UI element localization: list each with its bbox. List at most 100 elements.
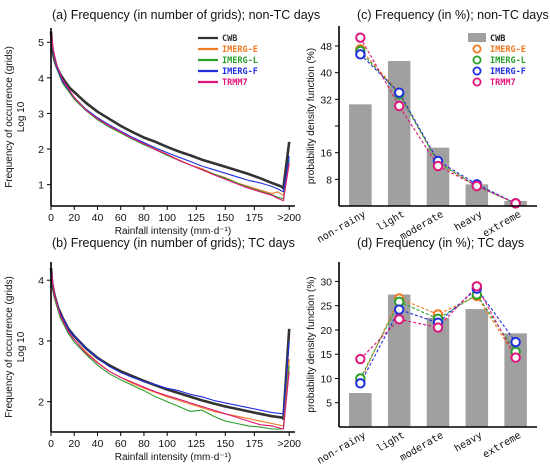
panel-title: (b) Frequency (in number of grids); TC d…: [52, 236, 295, 250]
point-imerg-f: [355, 378, 366, 389]
y-tick-label: 4: [38, 275, 44, 287]
y-tick-label: 3: [38, 108, 44, 120]
category-label: extreme: [481, 430, 523, 461]
y-axis-label-unit: Log 10: [16, 101, 27, 132]
series-line-imerg-f: [360, 53, 516, 204]
legend-label: IMERG-L: [222, 56, 258, 66]
panel-d: (d) Frequency (in %); TC days 5 10 15 20 25 30…: [306, 236, 537, 467]
panel-c: (c) Frequency (in %); non-TC days 8 16 32 40…: [306, 8, 549, 246]
point-imerg-f: [355, 49, 366, 60]
y-tick-label: 2: [38, 144, 44, 156]
point-imerg-f: [393, 304, 405, 315]
y-axis-label-unit: Log 10: [16, 331, 27, 362]
x-tick-label: 0: [48, 212, 54, 224]
x-tick-label: 100: [158, 438, 176, 450]
legend-marker: [472, 55, 482, 65]
series-line-trmm7: [50, 31, 290, 202]
y-tick-label: 4: [38, 73, 44, 85]
y-tick-label: 30: [320, 276, 332, 288]
series-line-imerg-l: [50, 35, 290, 200]
panel-title: (c) Frequency (in %); non-TC days: [357, 8, 549, 22]
y-tick-label: 5: [38, 37, 44, 49]
series-line-imerg-l: [50, 271, 290, 430]
bar-non-rainy: [349, 104, 372, 206]
point-imerg-f: [393, 87, 405, 98]
bar-light: [387, 294, 411, 427]
x-tick-label: 100: [158, 212, 176, 224]
legend-marker: [472, 77, 482, 87]
category-label: heavy: [453, 430, 485, 455]
x-tick-label: 150: [217, 212, 235, 224]
series-line-cwb: [49, 31, 291, 190]
y-tick-label: 16: [320, 148, 332, 160]
series-line-imerg-e: [359, 295, 517, 382]
y-tick-label: 3: [38, 336, 44, 348]
x-tick-label: >200: [277, 438, 301, 450]
category-label: non-rainy: [315, 430, 367, 467]
bar-moderate: [426, 317, 450, 427]
legend-label: CWB: [490, 34, 505, 44]
y-tick-label: 32: [320, 94, 332, 106]
series-line-imerg-f: [50, 269, 290, 415]
y-tick-label: 20: [320, 325, 332, 337]
legend-swatch: [468, 33, 486, 42]
legend-label: IMERG-L: [490, 56, 526, 66]
y-tick-label: 25: [320, 301, 332, 313]
y-tick-label: 10: [320, 373, 332, 385]
point-trmm7: [393, 314, 405, 325]
x-tick-label: 80: [138, 438, 150, 450]
series-line-trmm7: [50, 268, 290, 430]
x-tick-label: 40: [92, 212, 104, 224]
point-trmm7: [432, 160, 444, 172]
y-tick-label: 40: [320, 68, 332, 80]
y-tick-label: 2: [38, 397, 44, 409]
legend-label: IMERG-E: [490, 45, 526, 55]
legend-label: TRMM7: [222, 78, 248, 88]
bar-extreme: [504, 333, 527, 427]
series-line-imerg-l: [359, 293, 517, 379]
y-axis-label: probability density function (%): [306, 276, 317, 412]
point-trmm7: [355, 32, 366, 43]
x-tick-label: 0: [48, 438, 54, 450]
legend-label: CWB: [222, 34, 237, 44]
x-tick-label: 125: [187, 438, 205, 450]
legend-label: IMERG-F: [490, 67, 526, 77]
bar-non-rainy: [349, 393, 372, 427]
point-trmm7: [471, 180, 483, 192]
y-tick-label: 48: [320, 41, 332, 53]
y-tick-label: 1: [38, 180, 44, 192]
x-tick-label: 175: [246, 438, 264, 450]
legend-label: IMERG-E: [222, 45, 258, 55]
point-trmm7: [510, 352, 521, 363]
x-tick-label: 40: [92, 438, 104, 450]
x-tick-label: >200: [277, 212, 301, 224]
y-tick-label: 15: [320, 349, 332, 361]
point-trmm7: [432, 322, 444, 333]
x-tick-label: 20: [68, 438, 80, 450]
x-tick-label: 20: [68, 212, 80, 224]
bar-heavy: [465, 309, 489, 427]
category-label: heavy: [453, 209, 485, 234]
bar-moderate: [426, 147, 450, 206]
panel-a: (a) Frequency (in number of grids); non-…: [4, 8, 320, 237]
legend-marker: [472, 44, 482, 54]
panel-title: (a) Frequency (in number of grids); non-…: [52, 8, 320, 22]
point-trmm7: [355, 353, 366, 365]
legend-label: TRMM7: [490, 78, 516, 88]
x-axis-label: Rainfall intensity (mm·d⁻¹): [115, 452, 231, 463]
y-tick-label: 5: [326, 398, 332, 410]
point-trmm7: [471, 281, 483, 292]
y-axis-label: probability density function (%): [306, 48, 317, 184]
x-tick-label: 80: [138, 212, 150, 224]
x-axis-label: Rainfall intensity (mm·d⁻¹): [115, 226, 231, 237]
y-axis-label: Frequency of occurrence (grids): [4, 46, 15, 188]
panel-title: (d) Frequency (in %); TC days: [357, 236, 524, 250]
y-axis-label: Frequency of occurrence (grids): [4, 276, 15, 418]
point-trmm7: [393, 100, 405, 112]
category-label: moderate: [398, 430, 445, 464]
series-line-imerg-f: [359, 287, 517, 384]
bar-light: [387, 61, 411, 206]
panel-b: (b) Frequency (in number of grids); TC d…: [4, 236, 301, 463]
y-tick-label: 8: [326, 174, 332, 186]
